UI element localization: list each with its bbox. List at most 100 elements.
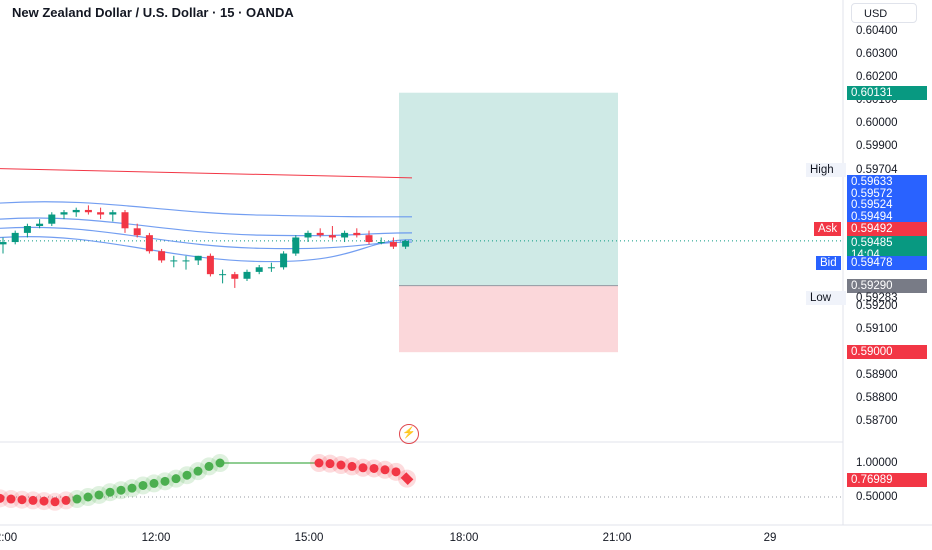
candle-body	[109, 212, 117, 215]
candle-body	[121, 212, 129, 229]
time-tick-label: 15:00	[294, 532, 324, 544]
time-tick-label: 21:00	[602, 532, 632, 544]
candle-body	[219, 274, 227, 276]
price-tag: 0.59478	[847, 256, 927, 270]
candle-body	[389, 242, 397, 247]
candle-body	[48, 214, 56, 224]
price-tick-label: 0.60300	[856, 47, 898, 60]
indicator-point	[105, 487, 115, 497]
price-tick-label: 0.60400	[856, 25, 898, 37]
price-tick-label: 0.59900	[856, 139, 898, 152]
candle-body	[23, 226, 31, 233]
candle-body	[353, 232, 361, 236]
price-tag: 0.59704	[856, 164, 898, 176]
indicator-point	[50, 497, 60, 507]
stop-zone	[399, 285, 618, 353]
candle-body	[402, 240, 410, 247]
price-side-label: Low	[806, 291, 846, 305]
indicator-point	[391, 467, 401, 477]
indicator-point	[6, 494, 16, 504]
indicator-point	[127, 483, 137, 493]
price-side-label: Ask	[814, 222, 842, 236]
indicator-point	[215, 458, 225, 468]
price-tag: 0.60131	[847, 86, 927, 100]
time-tick-label: 2:00	[0, 532, 18, 544]
band-line	[0, 217, 413, 237]
red-trend-line	[0, 168, 413, 179]
candle-body	[304, 232, 312, 238]
candle-body	[11, 232, 19, 243]
target-zone	[399, 92, 618, 286]
candle-body	[231, 274, 239, 279]
indicator-point	[171, 474, 181, 484]
candle-body	[0, 242, 7, 245]
indicator-point	[17, 495, 27, 505]
candle-body	[182, 260, 190, 262]
candle-body	[170, 260, 178, 262]
candle-body	[316, 232, 324, 236]
indicator-point	[0, 493, 5, 503]
indicator-point	[39, 496, 49, 506]
indicator-point	[149, 478, 159, 488]
chart-title: New Zealand Dollar / U.S. Dollar · 15 · …	[12, 5, 294, 20]
price-tick-label: 0.58900	[856, 369, 898, 382]
indicator-tick-label: 1.00000	[856, 457, 898, 469]
time-tick-label: 18:00	[449, 532, 479, 544]
indicator-point	[204, 461, 214, 471]
candle-body	[97, 212, 105, 215]
price-tick-label: 0.60200	[856, 70, 898, 83]
price-tick-label: 0.59200	[856, 300, 898, 313]
indicator-point	[380, 465, 390, 475]
candle-body	[145, 235, 153, 252]
price-tick-label: 0.58800	[856, 392, 898, 405]
candle-body	[206, 255, 214, 275]
indicator-point	[358, 463, 368, 473]
price-side-label: High	[806, 163, 846, 177]
price-tag: 0.59633	[847, 175, 927, 189]
price-tag: 0.59492	[847, 222, 927, 236]
indicator-value-tag: 0.76989	[847, 473, 927, 487]
indicator-point	[369, 463, 379, 473]
candle-body	[267, 267, 275, 269]
candle-body	[243, 271, 251, 279]
currency-button[interactable]: USD	[851, 3, 917, 23]
price-side-label: Bid	[816, 256, 841, 270]
indicator-point	[347, 461, 357, 471]
flash-icon[interactable]: ⚡	[399, 424, 419, 444]
candle-body	[158, 251, 166, 261]
indicator-point	[138, 480, 148, 490]
candle-body	[292, 237, 300, 254]
candle-body	[72, 209, 80, 213]
price-tag: 0.59494	[847, 210, 927, 224]
price-tag: 0.59290	[847, 279, 927, 293]
indicator-point	[28, 495, 38, 505]
candle-body	[280, 253, 288, 268]
candle-body	[194, 255, 202, 261]
price-tick-label: 0.58700	[856, 415, 898, 427]
candle-body	[255, 267, 263, 272]
price-tag: 0.59524	[847, 198, 927, 212]
indicator-point	[193, 466, 203, 476]
candle-body	[133, 228, 141, 236]
indicator-point	[72, 494, 82, 504]
indicator-point	[83, 492, 93, 502]
indicator-point	[336, 460, 346, 470]
indicator-point	[314, 458, 324, 468]
time-tick-label: 12:00	[141, 532, 171, 544]
indicator-point	[325, 459, 335, 469]
candle-body	[36, 223, 44, 226]
indicator-point	[400, 472, 414, 486]
indicator-point	[160, 476, 170, 486]
price-tick-label: 0.59100	[856, 323, 898, 336]
candle-body	[60, 212, 68, 215]
candle-body	[365, 235, 373, 243]
price-tag: 0.59283	[856, 292, 898, 304]
price-tag: 0.59000	[847, 345, 927, 359]
indicator-point	[94, 490, 104, 500]
indicator-tick-label: 0.50000	[856, 491, 898, 503]
indicator-point	[116, 485, 126, 495]
band-line	[0, 236, 413, 263]
indicator-point	[182, 470, 192, 480]
band-line	[0, 226, 413, 250]
